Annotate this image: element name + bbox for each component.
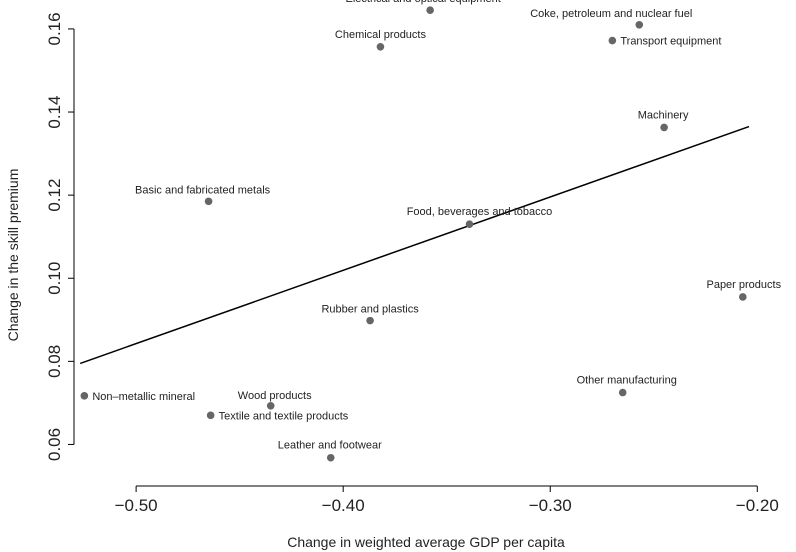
point-label: Transport equipment [620, 36, 721, 48]
x-tick-label: −0.20 [736, 496, 779, 515]
point-label: Coke, petroleum and nuclear fuel [530, 8, 692, 20]
data-point [326, 453, 335, 462]
point-label: Wood products [238, 390, 312, 402]
data-point [618, 388, 627, 397]
x-tick-label: −0.50 [115, 496, 158, 515]
axes: 0.06 0.08 0.10 0.12 0.14 0.16 −0.50 −0.40 −0.30 −… [45, 12, 779, 515]
point-label: Chemical products [335, 29, 427, 41]
point-label: Non–metallic mineral [92, 391, 195, 403]
data-point [739, 293, 747, 301]
data-point [204, 197, 213, 206]
fit-line-group [79, 125, 750, 365]
point-label: Machinery [638, 109, 689, 121]
x-axis-title: Change in weighted average GDP per capit… [287, 534, 565, 550]
data-point [80, 392, 89, 400]
point-label: Paper products [706, 279, 781, 291]
data-point [266, 402, 275, 410]
point-label: Basic and fabricated metals [135, 184, 271, 196]
y-tick-label: 0.14 [45, 95, 64, 128]
point-label: Leather and footwear [278, 440, 382, 452]
points-group: Electrical and optical equipment Coke, pe… [80, 0, 782, 462]
point-label: Other manufacturing [577, 375, 677, 387]
y-axis-title: Change in the skill premium [5, 169, 21, 342]
data-point [366, 316, 374, 325]
data-point [608, 36, 617, 45]
point-label: Textile and textile products [219, 410, 349, 422]
data-point [635, 20, 644, 29]
fit-line [79, 125, 750, 365]
data-point [426, 6, 434, 15]
y-tick-label: 0.12 [45, 179, 64, 212]
y-tick-label: 0.06 [45, 428, 64, 461]
data-point [206, 411, 215, 420]
data-point [465, 220, 474, 229]
point-label: Rubber and plastics [321, 304, 419, 316]
y-tick-label: 0.10 [45, 262, 64, 295]
data-point [376, 42, 385, 51]
point-label: Electrical and optical equipment [345, 0, 500, 5]
data-point [660, 123, 668, 132]
x-tick-label: −0.30 [529, 496, 572, 515]
x-tick-label: −0.40 [322, 496, 365, 515]
point-label: Food, beverages and tobacco [407, 206, 553, 218]
y-tick-label: 0.08 [45, 345, 64, 378]
y-tick-label: 0.16 [45, 12, 64, 45]
